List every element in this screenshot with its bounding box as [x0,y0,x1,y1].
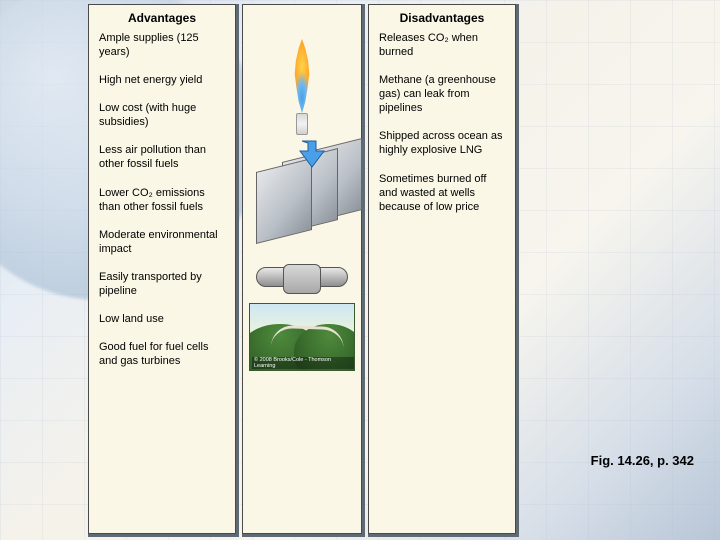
dis-item: Releases CO₂ when burned [379,31,505,59]
down-arrow-icon [298,139,330,169]
copyright-text: © 2008 Brooks/Cole - Thomson Learning [252,357,354,369]
pipe-icon [256,267,348,287]
adv-item: Moderate environ­mental impact [99,228,225,256]
disadvantages-title: Disadvantages [379,11,505,25]
adv-item: High net energy yield [99,73,225,87]
pipe-illustration [249,253,355,297]
metal-panel-icon [256,158,312,244]
dis-item: Methane (a greenhouse gas) can leak from… [379,73,505,115]
flame-illustration [249,11,355,135]
dis-item: Sometimes burned off and wasted at wells… [379,172,505,214]
pipeline-icon [270,325,344,356]
center-illustration-panel: © 2008 Brooks/Cole - Thomson Learning [242,4,362,534]
dis-item: Shipped across ocean as highly explosive… [379,129,505,157]
adv-item: Less air pollution than other fossil fue… [99,143,225,171]
flame-icon [288,39,316,117]
adv-item: Ample supplies (125 years) [99,31,225,59]
disadvantages-panel: Disadvantages Releases CO₂ when burned M… [368,4,516,534]
figure-caption: Fig. 14.26, p. 342 [591,453,694,468]
adv-item: Good fuel for fuel cells and gas turbine… [99,340,225,368]
tradeoff-panels: Advantages Ample supplies (125 years) Hi… [88,4,516,534]
panels-illustration [249,141,355,247]
adv-item: Lower CO₂ emissions than other fossil fu… [99,186,225,214]
advantages-title: Advantages [99,11,225,25]
pipeline-landscape-illustration: © 2008 Brooks/Cole - Thomson Learning [249,303,355,371]
adv-item: Low cost (with huge subsidies) [99,101,225,129]
adv-item: Low land use [99,312,225,326]
burner-icon [296,113,308,135]
adv-item: Easily transported by pipeline [99,270,225,298]
advantages-panel: Advantages Ample supplies (125 years) Hi… [88,4,236,534]
